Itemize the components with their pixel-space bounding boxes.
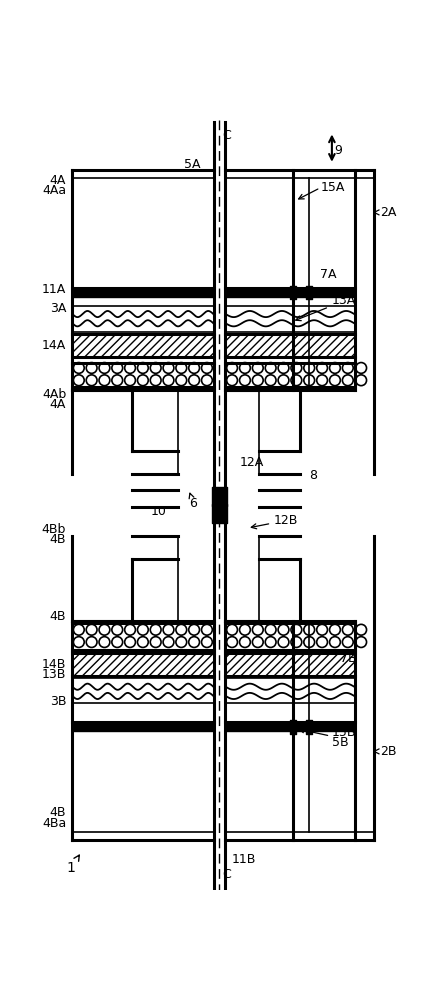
Text: 12A: 12A — [239, 456, 264, 469]
Text: 2A: 2A — [380, 206, 396, 219]
Text: C: C — [222, 868, 230, 881]
Text: 8: 8 — [309, 469, 317, 482]
Text: 11A: 11A — [42, 283, 66, 296]
Text: 12B: 12B — [251, 514, 299, 529]
Bar — [72, 334, 214, 357]
Text: 7B: 7B — [340, 652, 356, 666]
Text: 10: 10 — [151, 505, 166, 518]
Text: 4Ba: 4Ba — [42, 817, 66, 830]
Text: 4Bb: 4Bb — [42, 523, 66, 536]
Text: 4Aa: 4Aa — [42, 184, 66, 197]
Text: 4B: 4B — [50, 533, 66, 546]
Text: 15A: 15A — [320, 181, 345, 194]
Bar — [72, 653, 214, 676]
Text: 3B: 3B — [50, 695, 66, 708]
Bar — [225, 653, 355, 676]
Text: 4B: 4B — [50, 610, 66, 623]
Text: 15B: 15B — [332, 726, 356, 739]
Text: 14A: 14A — [42, 339, 66, 352]
Text: 4B: 4B — [50, 806, 66, 820]
Text: 5A: 5A — [184, 158, 201, 171]
Text: 13A: 13A — [296, 294, 356, 321]
Text: 5B: 5B — [332, 736, 348, 749]
Text: 6: 6 — [189, 493, 197, 510]
Text: 4A: 4A — [50, 174, 66, 187]
Bar — [225, 334, 355, 357]
Text: 2B: 2B — [380, 745, 396, 758]
Text: 9: 9 — [334, 144, 342, 157]
Text: 1: 1 — [66, 855, 79, 875]
Text: 4A: 4A — [50, 398, 66, 411]
Text: C: C — [222, 129, 230, 142]
Text: 7A: 7A — [320, 267, 337, 280]
Text: 13B: 13B — [42, 668, 66, 681]
Text: 3A: 3A — [50, 302, 66, 315]
Text: 14B: 14B — [42, 658, 66, 671]
Text: 11B: 11B — [232, 853, 256, 866]
Text: 4Ab: 4Ab — [42, 388, 66, 401]
